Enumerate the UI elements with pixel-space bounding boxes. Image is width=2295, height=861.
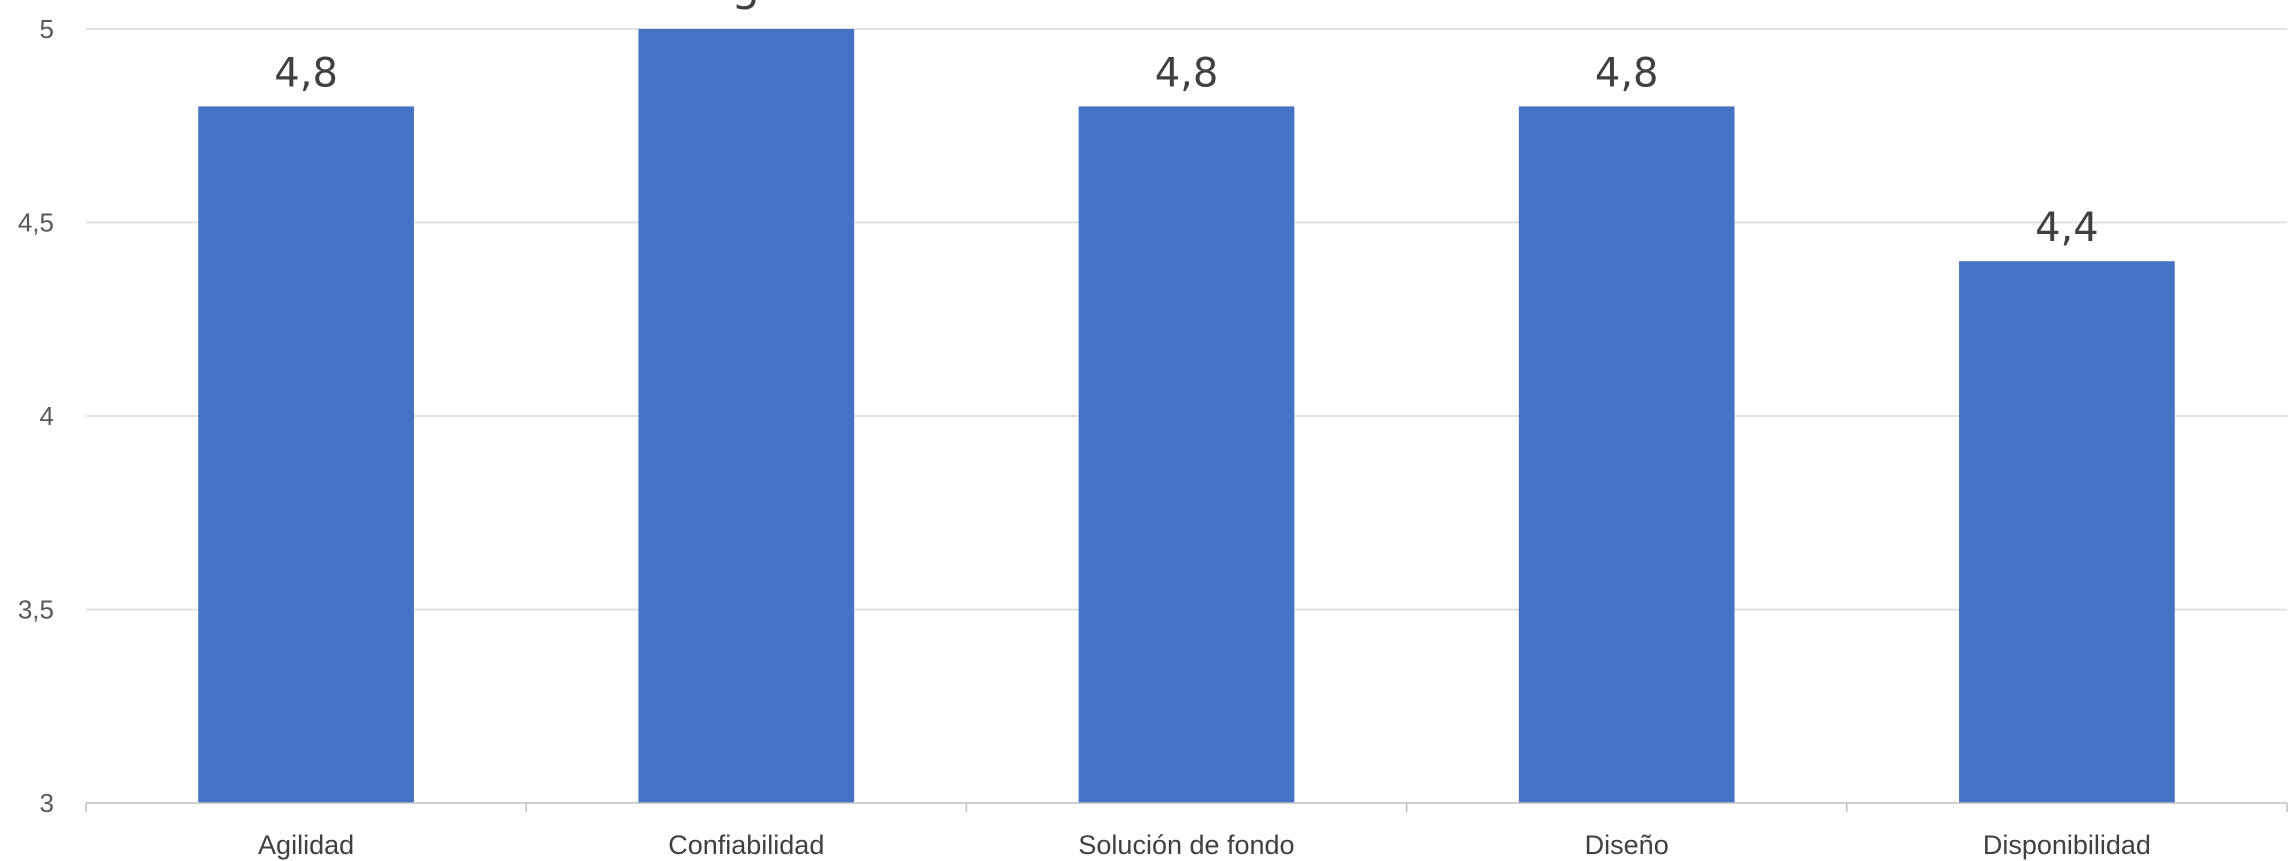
data-labels: 4,8 5 4,8 4,8 4,4 [274,0,2098,251]
y-tick-label: 3,5 [18,595,54,625]
y-tick-label: 5 [40,14,54,44]
x-category-label: Solución de fondo [1078,830,1294,860]
y-tick-label: 4,5 [18,208,54,238]
y-tick-label: 3 [40,788,54,818]
bars [198,29,2175,803]
data-label: 4,8 [274,50,338,96]
x-category-label: Agilidad [258,830,354,860]
bar [1518,106,1735,803]
bar [198,106,414,803]
y-tick-label: 4 [40,401,54,431]
y-axis: 3 3,5 4 4,5 5 [18,14,54,818]
data-label: 4,8 [1155,50,1219,96]
x-axis: Agilidad Confiabilidad Solución de fondo Di… [85,802,2288,860]
bar [1078,106,1295,803]
x-category-label: Confiabilidad [668,830,824,860]
bar [1959,261,2175,803]
data-label: 4,4 [2035,205,2099,251]
data-label: 5 [734,0,759,19]
x-category-label: Disponibilidad [1983,830,2151,860]
data-label: 4,8 [1595,50,1659,96]
bar [638,29,855,803]
x-category-label: Diseño [1585,830,1669,860]
